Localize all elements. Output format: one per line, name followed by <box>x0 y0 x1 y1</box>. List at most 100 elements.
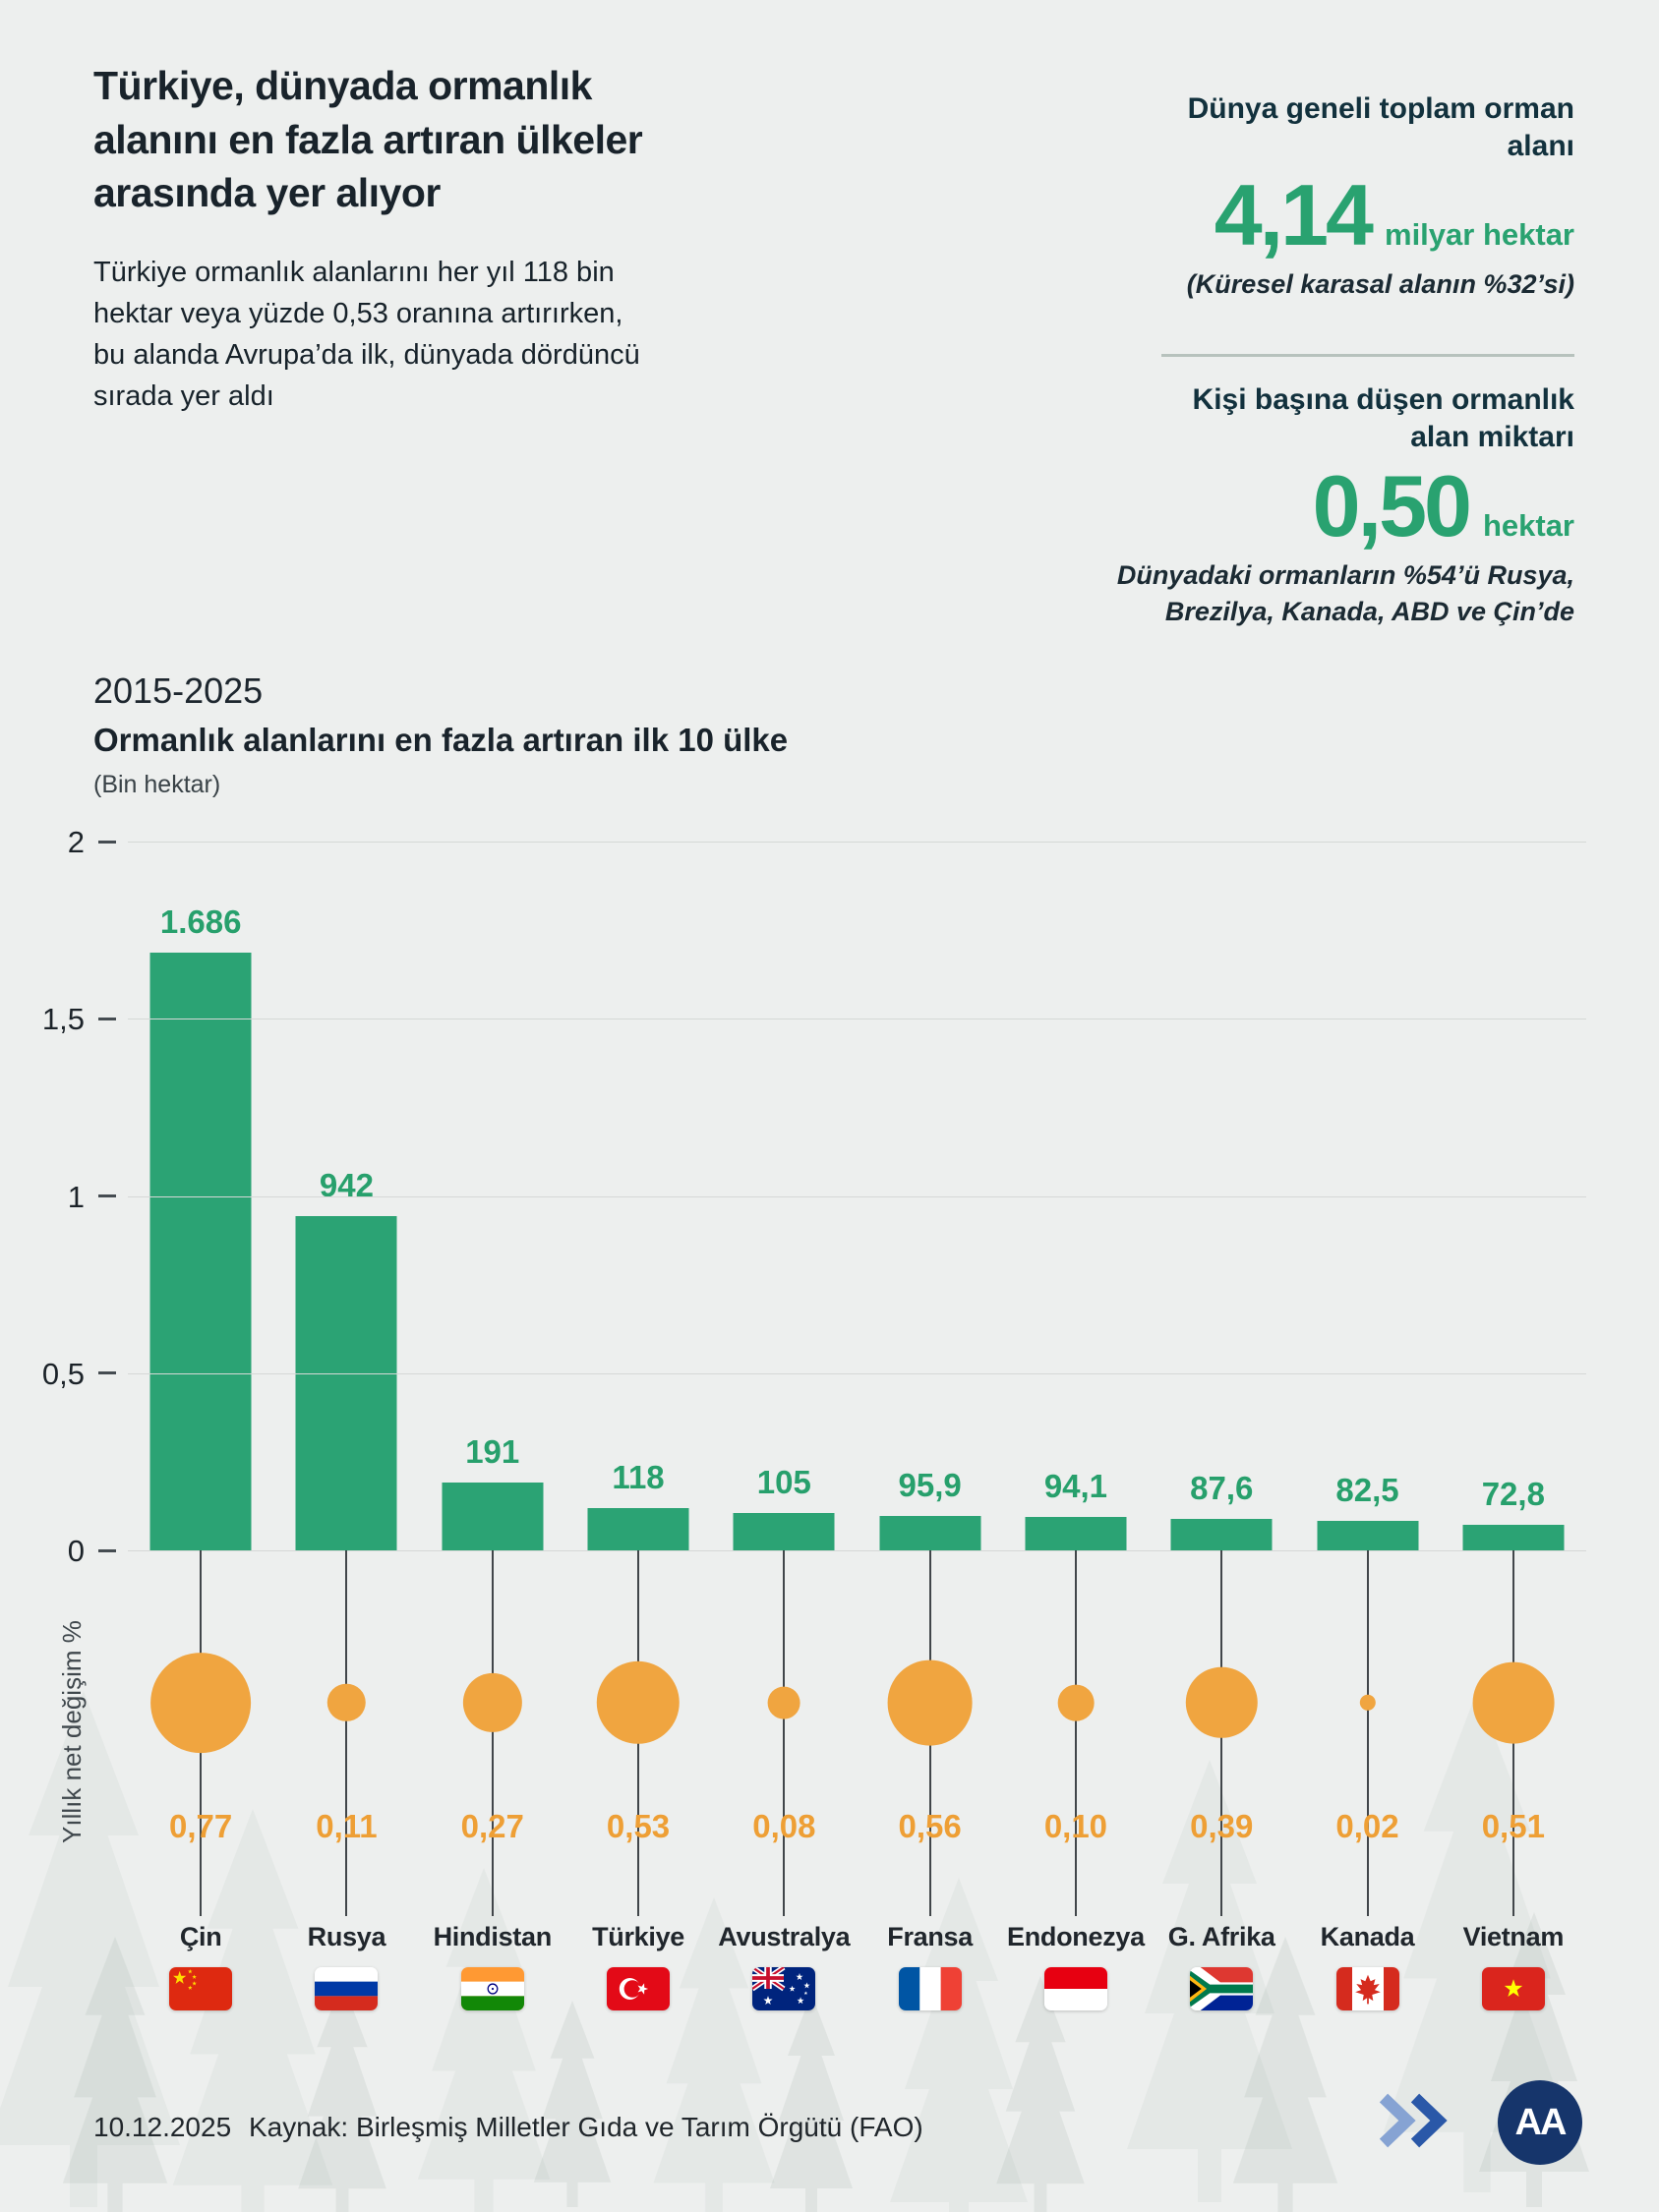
bar <box>1317 1521 1419 1550</box>
bar <box>1462 1524 1565 1550</box>
footer-source: Kaynak: Birleşmiş Milletler Gıda ve Tarı… <box>249 2112 923 2142</box>
bubble-value-label: 0,27 <box>460 1808 524 1844</box>
country-label: Kanada <box>1320 1922 1415 1951</box>
flag-tr <box>607 1967 671 2010</box>
country-column-vn: 0,51 Vietnam <box>1441 1550 1586 2121</box>
country-label: Endonezya <box>1007 1922 1145 1951</box>
flag-ca <box>1335 1967 1399 2010</box>
page-title-line: Türkiye, dünyada ormanlık <box>93 63 593 108</box>
y-tick-mark <box>98 1548 116 1552</box>
bar-value-label: 118 <box>612 1459 665 1496</box>
stat-unit: hektar <box>1482 507 1574 543</box>
country-column-za: 0,39 G. Afrika <box>1149 1550 1294 2121</box>
bar <box>733 1513 835 1550</box>
country-column-ca: 0,02 Kanada <box>1294 1550 1440 2121</box>
bar <box>295 1216 397 1550</box>
country-label: Avustralya <box>718 1922 851 1951</box>
bar-column-id: 94,1 <box>1003 842 1149 1550</box>
bar-value-label: 82,5 <box>1335 1472 1399 1509</box>
stat-world-forest-area: Dünya geneli toplam orman alanı 4,14 mil… <box>965 90 1574 303</box>
bar-chart: 1.686 942 191 118 105 95,9 94,1 87,6 82,5 72,8 0 0… <box>42 825 1586 1568</box>
bubble <box>327 1683 366 1722</box>
connector-line <box>345 1550 348 1916</box>
flag-za <box>1190 1967 1254 2010</box>
country-label: Türkiye <box>592 1922 685 1951</box>
flag-cn <box>169 1967 233 2010</box>
country-column-id: 0,10 Endonezya <box>1003 1550 1149 2121</box>
bar-value-label: 191 <box>465 1433 520 1471</box>
footer-date: 10.12.2025 <box>93 2112 232 2142</box>
bar-column-za: 87,6 <box>1149 842 1294 1550</box>
bubble-value-label: 0,77 <box>169 1808 233 1844</box>
connector-line <box>1074 1550 1077 1916</box>
country-label: Hindistan <box>433 1922 553 1951</box>
bar-column-ru: 942 <box>273 842 419 1550</box>
bubble-value-label: 0,39 <box>1190 1808 1254 1844</box>
bubble <box>1359 1694 1376 1712</box>
bar <box>1170 1519 1273 1550</box>
bubble <box>150 1653 252 1753</box>
connector-line <box>783 1550 786 1916</box>
bubble-value-label: 0,02 <box>1335 1808 1399 1844</box>
stat-per-capita-forest: Kişi başına düşen ormanlık alan miktarı … <box>965 381 1574 629</box>
bar-column-cn: 1.686 <box>128 842 273 1550</box>
y-tick-label: 1 <box>67 1179 85 1214</box>
bubble-value-label: 0,10 <box>1043 1808 1108 1844</box>
bar-value-label: 1.686 <box>159 903 242 941</box>
chart-unit-label: (Bin hektar) <box>93 771 221 798</box>
bar-value-label: 87,6 <box>1190 1470 1254 1507</box>
gridline <box>128 1550 1586 1551</box>
bar-column-in: 191 <box>420 842 565 1550</box>
chart-title: Ormanlık alanlarını en fazla artıran ilk… <box>93 722 789 758</box>
page-title-line: arasında yer alıyor <box>93 170 441 216</box>
bar-value-label: 942 <box>319 1167 374 1204</box>
bar-column-au: 105 <box>711 842 857 1550</box>
bar <box>149 953 252 1550</box>
y-tick-mark <box>98 1194 116 1197</box>
page-title: Türkiye, dünyada ormanlık alanını en faz… <box>93 59 643 220</box>
bubble <box>1472 1661 1555 1744</box>
bubble <box>596 1660 681 1745</box>
country-column-tr: 0,53 Türkiye <box>565 1550 711 2121</box>
bar-column-fr: 95,9 <box>857 842 1002 1550</box>
flag-au <box>752 1967 816 2010</box>
bar-column-vn: 72,8 <box>1441 842 1586 1550</box>
country-column-in: 0,27 Hindistan <box>420 1550 565 2121</box>
gridline <box>128 1372 1586 1374</box>
country-label: Rusya <box>307 1922 386 1951</box>
bar-value-label: 94,1 <box>1043 1468 1108 1505</box>
connector-line <box>491 1550 494 1916</box>
flag-in <box>460 1967 524 2010</box>
bubble <box>767 1686 800 1719</box>
stats-divider <box>1161 354 1574 357</box>
bubble-value-label: 0,11 <box>316 1808 378 1844</box>
bubble-value-label: 0,51 <box>1481 1808 1545 1844</box>
y-tick-mark <box>98 1371 116 1375</box>
bubble-strip: 0,77 Çin 0,11 Rusya 0,27 Hindistan 0,53 Türkiye… <box>128 1550 1586 2121</box>
y-tick-label: 2 <box>67 825 85 859</box>
flag-id <box>1043 1967 1107 2010</box>
gridline <box>128 842 1586 843</box>
country-label: Vietnam <box>1462 1922 1565 1951</box>
chart-period: 2015-2025 <box>93 670 264 711</box>
bar-value-label: 105 <box>756 1464 811 1501</box>
bubble <box>1057 1684 1095 1721</box>
bar <box>1025 1517 1127 1550</box>
y-tick-label: 0,5 <box>41 1356 85 1391</box>
bubble-value-label: 0,08 <box>752 1808 816 1844</box>
stat-label: Dünya geneli toplam orman alanı <box>1187 92 1574 163</box>
bar <box>587 1508 689 1550</box>
y-tick-mark <box>98 1017 116 1020</box>
flag-fr <box>898 1967 962 2010</box>
bar-column-tr: 118 <box>565 842 711 1550</box>
country-column-cn: 0,77 Çin <box>128 1550 273 2121</box>
stat-value: 4,14 <box>1214 165 1374 263</box>
country-label: Fransa <box>887 1922 973 1951</box>
bubble-axis-label: Yıllık net değişim % <box>57 1620 87 1843</box>
country-label: Çin <box>179 1922 222 1951</box>
gridline <box>128 1195 1586 1197</box>
bubble <box>1186 1666 1258 1739</box>
stat-unit: milyar hektar <box>1385 216 1574 252</box>
y-tick-label: 1,5 <box>41 1002 85 1037</box>
